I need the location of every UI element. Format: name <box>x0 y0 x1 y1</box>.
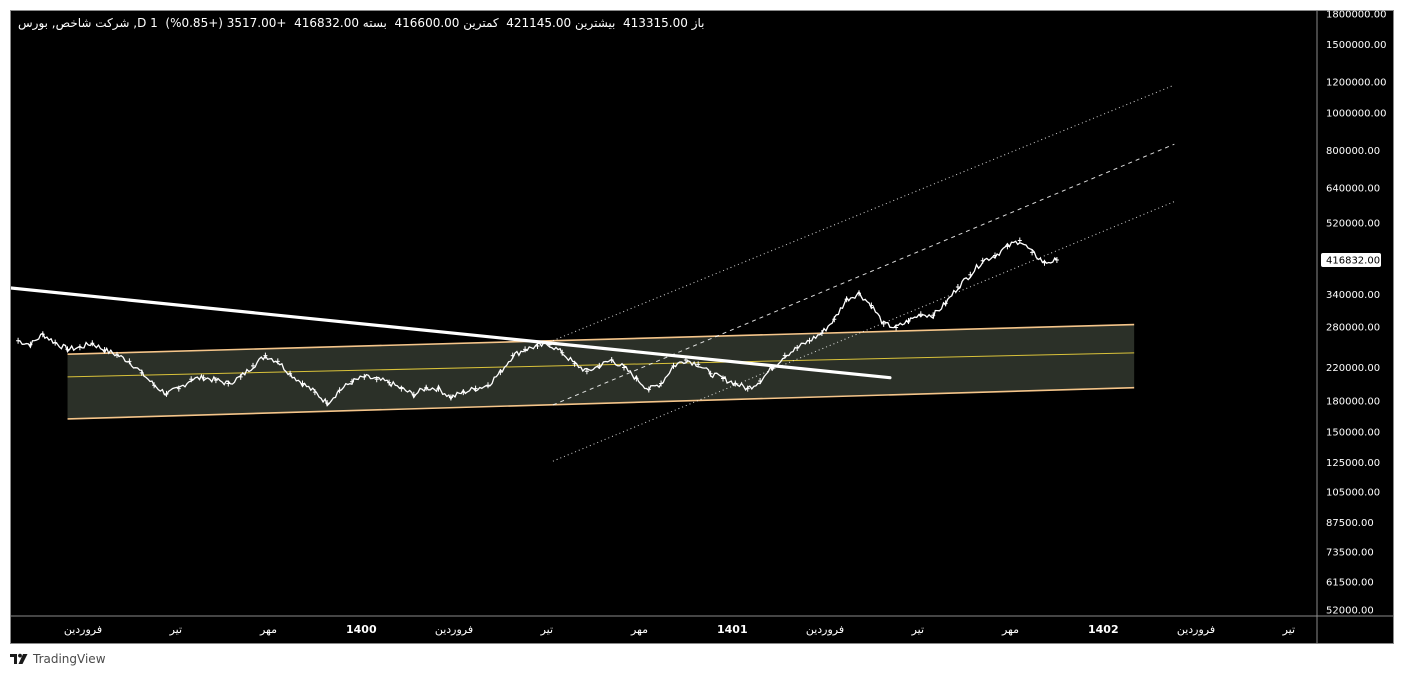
price-series <box>16 237 1059 407</box>
y-axis-label: 150000.00 <box>1326 427 1380 438</box>
chart-frame[interactable] <box>10 10 1394 644</box>
x-axis-month-label: تیر <box>540 623 553 636</box>
x-axis-month-label: تیر <box>1282 623 1295 636</box>
y-axis-label: 125000.00 <box>1326 458 1380 469</box>
parallel-channel[interactable] <box>67 323 1135 420</box>
y-axis-label: 73500.00 <box>1326 547 1374 558</box>
x-axis-month-label: فروردین <box>64 623 102 636</box>
x-axis-month-label: مهر <box>259 623 277 636</box>
x-axis-month-label: مهر <box>1001 623 1019 636</box>
y-axis-labels[interactable]: 1800000.00 1500000.00 1200000.00 1000000.00… <box>1326 10 1386 617</box>
regression-lower-line[interactable] <box>552 201 1175 462</box>
x-axis-month-label: فروردین <box>435 623 473 636</box>
y-axis-label: 105000.00 <box>1326 487 1380 498</box>
regression-channel[interactable] <box>552 84 1175 462</box>
x-axis-year-label: 1401 <box>717 623 748 636</box>
y-axis-label: 1800000.00 <box>1326 10 1386 21</box>
last-price-tag: 416832.00 <box>1321 253 1381 267</box>
tradingview-logo-icon <box>10 653 28 664</box>
y-axis-label: 340000.00 <box>1326 290 1380 301</box>
y-axis-label: 52000.00 <box>1326 606 1374 617</box>
y-axis-label: 1000000.00 <box>1326 108 1386 119</box>
y-axis-label: 280000.00 <box>1326 322 1380 333</box>
regression-middle-line[interactable] <box>552 143 1175 406</box>
symbol-legend: شرکت شاخص, بورس ,D 1 باز 413315.00 بیشتر… <box>18 16 705 30</box>
x-axis-month-label: تیر <box>911 623 924 636</box>
channel-lower-line[interactable] <box>67 386 1135 420</box>
tradingview-brand: TradingView <box>33 652 106 666</box>
y-axis-label: 61500.00 <box>1326 577 1374 588</box>
y-axis-label: 220000.00 <box>1326 363 1380 374</box>
y-axis-label: 640000.00 <box>1326 183 1380 194</box>
y-axis-label: 520000.00 <box>1326 218 1380 229</box>
y-axis-label: 1200000.00 <box>1326 78 1386 89</box>
axes <box>10 10 1393 643</box>
x-axis-year-label: 1402 <box>1088 623 1119 636</box>
price-bar-ticks <box>16 237 1059 407</box>
x-axis-month-label: مهر <box>630 623 648 636</box>
last-price-tag-label: 416832.00 <box>1326 256 1380 267</box>
last-price-tag-bg <box>1321 253 1381 267</box>
x-axis-month-label: تیر <box>169 623 182 636</box>
channel-upper-line[interactable] <box>67 323 1135 356</box>
y-axis-label: 87500.00 <box>1326 518 1374 529</box>
y-axis-label: 180000.00 <box>1326 397 1380 408</box>
trendline[interactable] <box>0 286 892 380</box>
y-axis-label: 1500000.00 <box>1326 40 1386 51</box>
x-axis-month-label: فروردین <box>1177 623 1215 636</box>
x-axis-month-label: فروردین <box>806 623 844 636</box>
y-axis-label: 800000.00 <box>1326 146 1380 157</box>
tradingview-logo[interactable]: TradingView <box>10 652 106 666</box>
trendline-segment[interactable] <box>0 286 892 380</box>
regression-upper-line[interactable] <box>552 84 1175 342</box>
x-axis-year-label: 1400 <box>346 623 377 636</box>
x-axis-labels[interactable]: فروردین تیر مهر 1400 فروردین تیر مهر 1401 فروردی… <box>64 623 1295 636</box>
